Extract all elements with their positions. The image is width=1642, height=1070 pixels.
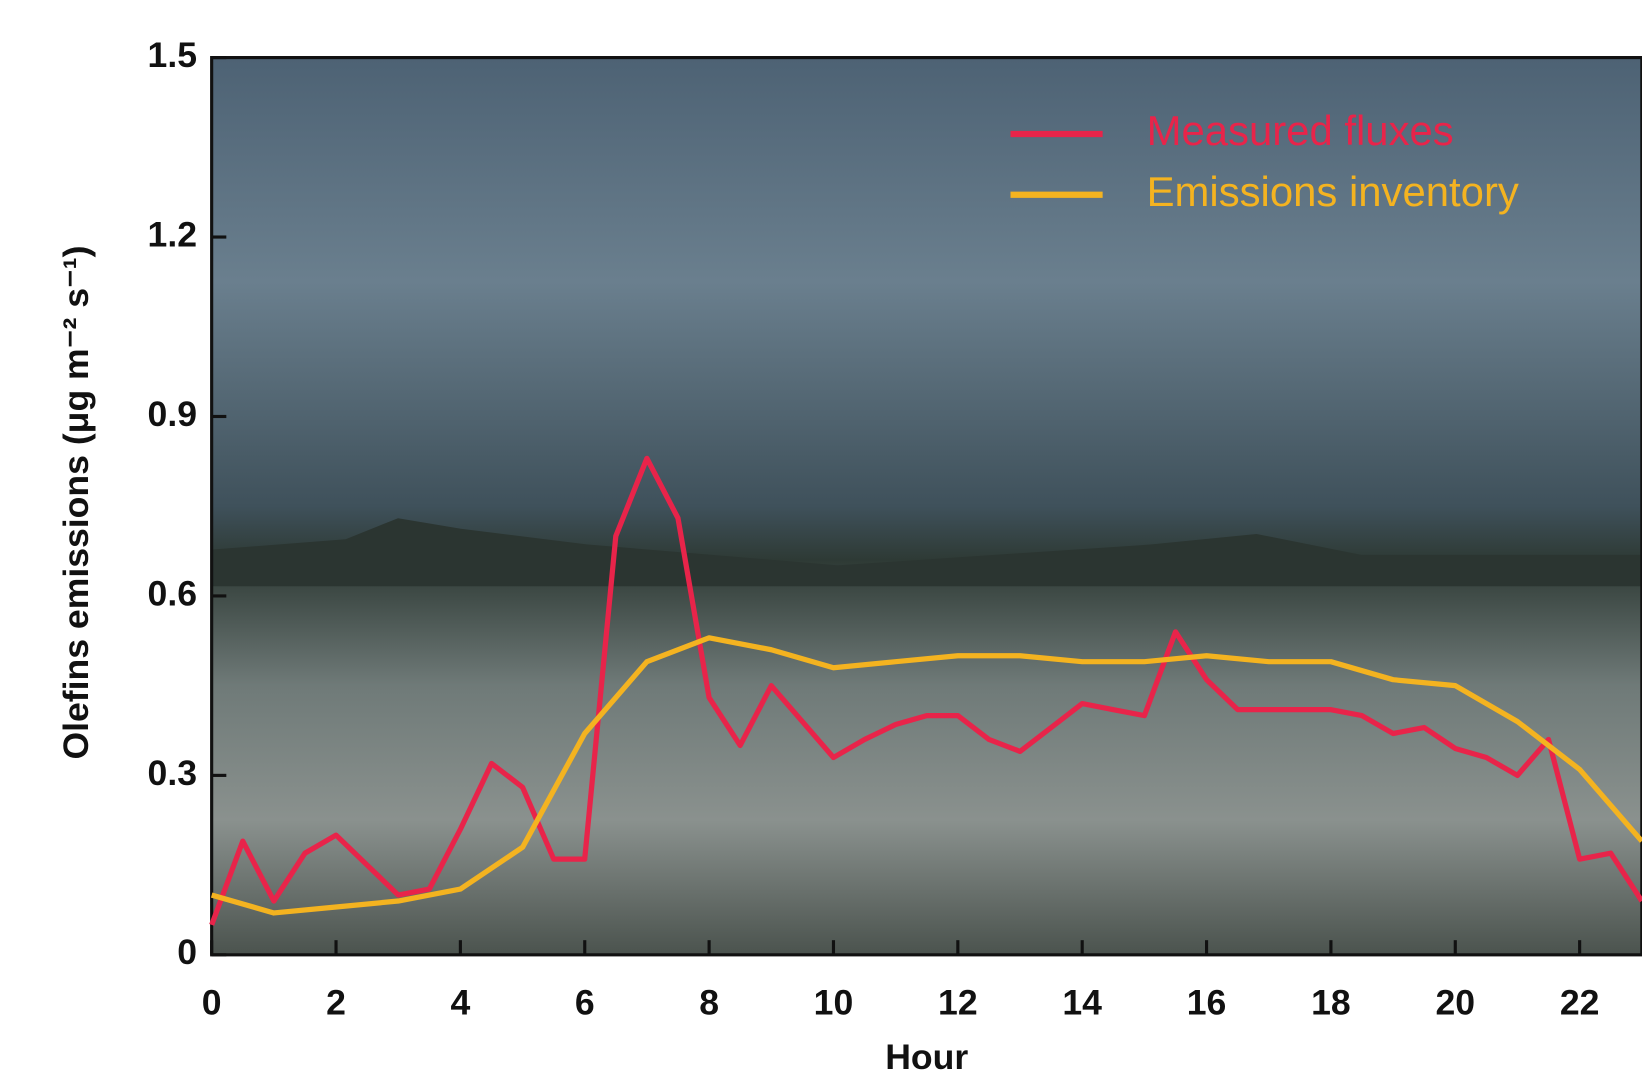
x-tick-label: 12 — [938, 982, 978, 1022]
page: {"chart_data": { "type": "line", "xlabel… — [0, 0, 1642, 1070]
y-tick-label: 1.5 — [148, 35, 197, 75]
x-tick-label: 20 — [1435, 982, 1475, 1022]
legend-label: Measured fluxes — [1147, 107, 1454, 154]
x-tick-label: 10 — [814, 982, 854, 1022]
x-tick-label: 4 — [450, 982, 470, 1022]
y-tick-label: 0 — [177, 932, 197, 972]
x-axis-title: Hour — [885, 1037, 968, 1070]
x-tick-label: 6 — [575, 982, 595, 1022]
x-tick-label: 0 — [202, 982, 222, 1022]
y-tick-label: 0.3 — [148, 753, 197, 793]
x-tick-label: 22 — [1560, 982, 1600, 1022]
y-tick-label: 0.6 — [148, 573, 197, 613]
x-tick-label: 14 — [1062, 982, 1102, 1022]
x-tick-label: 16 — [1187, 982, 1227, 1022]
y-tick-label: 0.9 — [148, 394, 197, 434]
y-tick-label: 1.2 — [148, 214, 197, 254]
x-tick-label: 18 — [1311, 982, 1351, 1022]
legend-label: Emissions inventory — [1147, 168, 1519, 215]
x-tick-label: 2 — [326, 982, 346, 1022]
y-axis-title: Olefins emissions (μg m⁻² s⁻¹) — [56, 246, 96, 760]
x-tick-label: 8 — [699, 982, 719, 1022]
chart: 0 0.3 0.6 0.9 1.2 1.5 0 2 4 6 8 10 12 14 16 18 20 22 Meas… — [0, 0, 1642, 1070]
